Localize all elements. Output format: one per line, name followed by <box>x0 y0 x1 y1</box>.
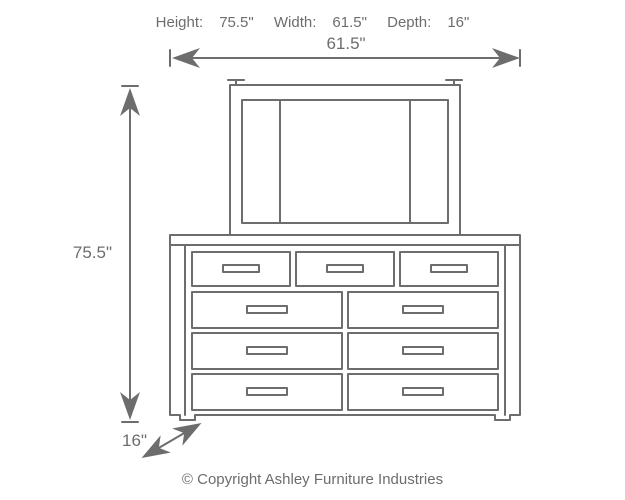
width-dim-label: 61.5" <box>326 34 365 53</box>
depth-dim-label: 16" <box>122 431 147 450</box>
mirror-outline <box>228 80 462 235</box>
height-dim-label: 75.5" <box>73 243 112 262</box>
depth-arrow <box>145 425 198 456</box>
copyright-text: © Copyright Ashley Furniture Industries <box>0 471 625 488</box>
diagram-svg: 61.5" 75.5" 16" <box>0 0 625 500</box>
dresser-outline <box>170 235 520 420</box>
